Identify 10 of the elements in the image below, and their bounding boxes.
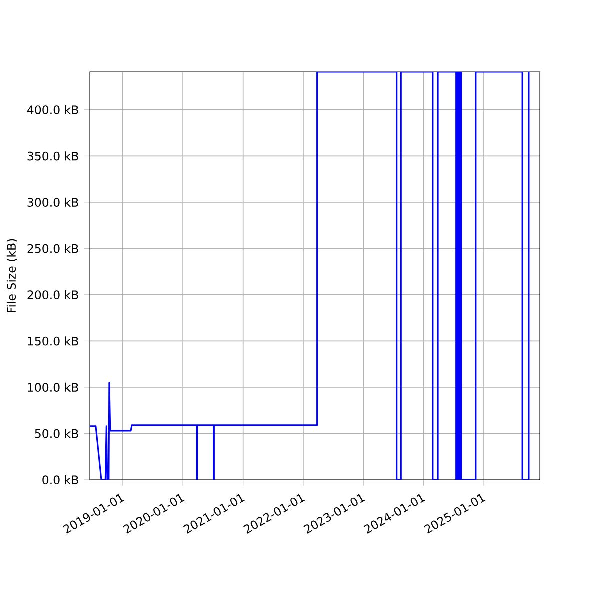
y-tick-label: 300.0 kB	[28, 198, 78, 207]
y-tick-label: 150.0 kB	[28, 336, 78, 346]
y-tick-label: 200.0 kB	[28, 290, 78, 300]
y-axis-title: File Size (kB)	[6, 239, 18, 313]
y-tick-label: 350.0 kB	[28, 152, 78, 161]
y-tick-label: 400.0 kB	[27, 105, 78, 114]
y-tick-label: 0.0 kB	[42, 475, 78, 485]
y-tick-label: 250.0 kB	[28, 244, 78, 254]
y-tick-label: 100.0 kB	[28, 382, 78, 392]
y-tick-label: 50.0 kB	[35, 429, 78, 438]
